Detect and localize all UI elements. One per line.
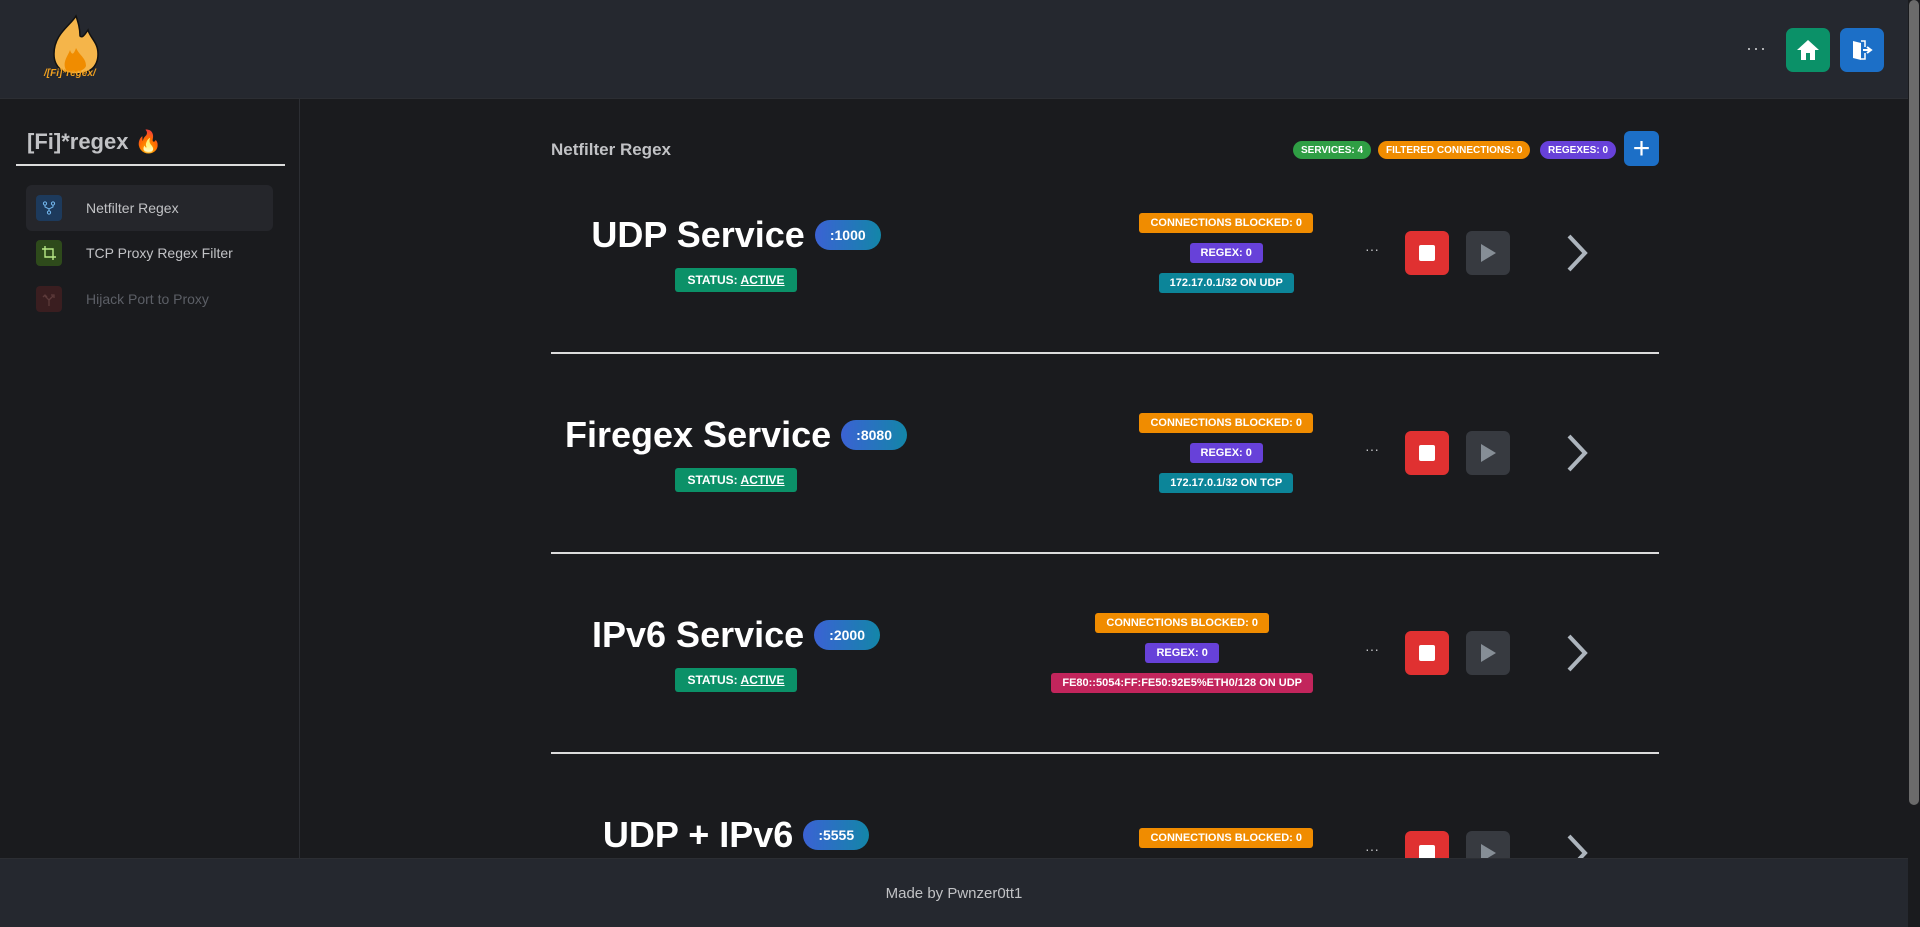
service-port-badge: :5555 <box>803 820 870 850</box>
connections-blocked-badge: CONNECTIONS BLOCKED: 0 <box>1139 213 1313 233</box>
crop-icon <box>36 240 62 266</box>
chevron-right-icon[interactable] <box>1565 833 1589 858</box>
stop-icon <box>1419 445 1435 461</box>
sidebar-item-label: TCP Proxy Regex Filter <box>86 245 233 261</box>
sidebar-item-label: Netfilter Regex <box>86 200 179 216</box>
sidebar-title: [Fi]*regex 🔥 <box>27 129 162 155</box>
git-fork-icon <box>36 195 62 221</box>
chevron-right-icon[interactable] <box>1565 433 1589 473</box>
status-value: ACTIVE <box>740 473 785 487</box>
start-service-button[interactable] <box>1466 831 1510 858</box>
stop-icon <box>1419 245 1435 261</box>
play-icon <box>1481 644 1496 662</box>
home-icon <box>1797 40 1819 60</box>
scrollbar[interactable] <box>1908 0 1920 927</box>
start-service-button[interactable] <box>1466 231 1510 275</box>
start-service-button[interactable] <box>1466 431 1510 475</box>
logout-icon <box>1853 40 1873 60</box>
service-name: UDP + IPv6 <box>602 814 794 855</box>
header: /[Fi]*regex/ ··· <box>0 0 1908 99</box>
service-name: UDP Service <box>591 214 805 255</box>
filtered-connections-badge: FILTERED CONNECTIONS: 0 <box>1378 141 1531 159</box>
more-menu-button[interactable]: ··· <box>1746 38 1767 58</box>
play-icon <box>1481 244 1496 262</box>
service-menu-button[interactable]: ··· <box>1365 241 1379 257</box>
start-service-button[interactable] <box>1466 631 1510 675</box>
stop-service-button[interactable] <box>1405 431 1449 475</box>
firegex-logo <box>53 14 99 75</box>
service-menu-button[interactable]: ··· <box>1365 841 1379 857</box>
status-value: ACTIVE <box>740 273 785 287</box>
connections-blocked-badge: CONNECTIONS BLOCKED: 0 <box>1095 613 1269 633</box>
service-name: IPv6 Service <box>592 614 805 655</box>
service-port-badge: :2000 <box>814 620 880 650</box>
status-badge: STATUS: ACTIVE <box>675 468 797 492</box>
status-label: STATUS: <box>687 273 738 287</box>
sidebar-item-label: Hijack Port to Proxy <box>86 291 209 307</box>
stop-service-button[interactable] <box>1405 631 1449 675</box>
service-menu-button[interactable]: ··· <box>1365 641 1379 657</box>
service-row[interactable]: Firegex Service :8080 STATUS: ACTIVE CON… <box>551 354 1659 554</box>
play-icon <box>1481 844 1496 858</box>
logo-text: /[Fi]*regex/ <box>44 68 96 79</box>
services-count-badge: SERVICES: 4 <box>1293 141 1372 159</box>
sidebar: [Fi]*regex 🔥 Netfilter Regex TCP Proxy R… <box>0 99 300 858</box>
service-row[interactable]: UDP Service :1000 STATUS: ACTIVE CONNECT… <box>551 154 1659 354</box>
status-label: STATUS: <box>687 473 738 487</box>
regex-count-badge: REGEX: 0 <box>1145 643 1219 663</box>
ip-protocol-badge: 172.17.0.1/32 ON UDP <box>1158 273 1294 293</box>
chevron-right-icon[interactable] <box>1565 233 1589 273</box>
status-label: STATUS: <box>687 673 738 687</box>
status-value: ACTIVE <box>740 673 785 687</box>
service-port-badge: :1000 <box>814 220 881 250</box>
footer-text: Made by Pwnzer0tt1 <box>885 884 1023 902</box>
scrollbar-thumb[interactable] <box>1909 0 1919 805</box>
service-name: Firegex Service <box>565 414 832 455</box>
sidebar-item-tcp-proxy[interactable]: TCP Proxy Regex Filter <box>26 230 273 276</box>
page-title: Netfilter Regex <box>551 140 671 159</box>
status-badge: STATUS: ACTIVE <box>675 268 797 292</box>
chevron-right-icon[interactable] <box>1565 633 1589 673</box>
service-port-badge: :8080 <box>841 420 907 450</box>
ip-protocol-badge: FE80::5054:FF:FE50:92E5%ETH0/128 ON UDP <box>1051 673 1313 693</box>
service-row[interactable]: UDP + IPv6 :5555 STATUS: ACTIVE CONNECTI… <box>551 754 1659 858</box>
play-icon <box>1481 444 1496 462</box>
service-row[interactable]: IPv6 Service :2000 STATUS: ACTIVE CONNEC… <box>551 554 1659 754</box>
footer: Made by Pwnzer0tt1 <box>0 858 1908 927</box>
regexes-count-badge: REGEXES: 0 <box>1540 141 1617 159</box>
page-header: Netfilter Regex SERVICES: 4 FILTERED CON… <box>551 131 1659 166</box>
sidebar-divider <box>16 164 285 166</box>
stop-icon <box>1419 645 1435 661</box>
logout-button[interactable] <box>1840 28 1884 72</box>
sidebar-title-text: [Fi]*regex <box>27 129 129 154</box>
regex-count-badge: REGEX: 0 <box>1189 243 1263 263</box>
stop-service-button[interactable] <box>1405 831 1449 858</box>
main-content: Netfilter Regex SERVICES: 4 FILTERED CON… <box>300 99 1908 858</box>
sidebar-item-hijack-port: Hijack Port to Proxy <box>26 276 273 322</box>
connections-blocked-badge: CONNECTIONS BLOCKED: 0 <box>1139 828 1313 848</box>
status-badge: STATUS: ACTIVE <box>675 668 797 692</box>
split-arrows-icon <box>36 286 62 312</box>
add-service-button[interactable]: + <box>1624 131 1659 166</box>
connections-blocked-badge: CONNECTIONS BLOCKED: 0 <box>1139 413 1313 433</box>
regex-count-badge: REGEX: 0 <box>1189 443 1263 463</box>
fire-emoji: 🔥 <box>134 129 163 154</box>
service-menu-button[interactable]: ··· <box>1365 441 1379 457</box>
ip-protocol-badge: 172.17.0.1/32 ON TCP <box>1159 473 1294 493</box>
sidebar-item-netfilter-regex[interactable]: Netfilter Regex <box>26 185 273 231</box>
stop-icon <box>1419 845 1435 858</box>
stop-service-button[interactable] <box>1405 231 1449 275</box>
home-button[interactable] <box>1786 28 1830 72</box>
